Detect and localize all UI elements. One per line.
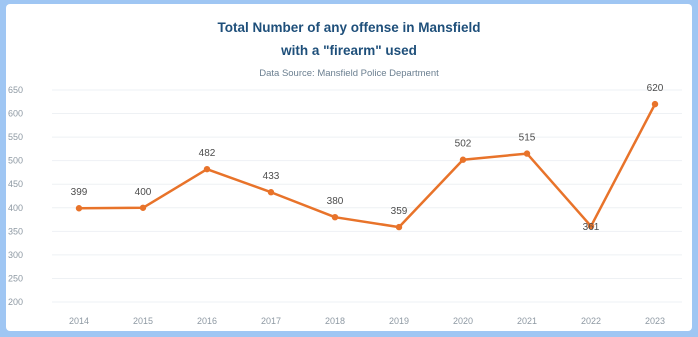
x-tick-label: 2015 <box>133 316 153 326</box>
data-label: 482 <box>199 148 216 159</box>
data-point <box>587 222 595 230</box>
data-point <box>139 204 147 211</box>
x-tick-label: 2018 <box>325 316 345 326</box>
data-point <box>523 150 531 157</box>
y-tick-label: 350 <box>8 226 23 236</box>
data-point <box>267 189 275 196</box>
data-label: 620 <box>647 83 664 94</box>
data-label: 359 <box>391 206 408 217</box>
data-label: 361 <box>583 222 600 233</box>
chart-subtitle: Data Source: Mansfield Police Department <box>259 68 439 79</box>
y-tick-label: 650 <box>8 85 23 95</box>
data-point <box>459 156 467 163</box>
data-label: 380 <box>327 196 344 207</box>
data-point <box>395 223 403 231</box>
data-point <box>331 214 339 221</box>
y-tick-label: 550 <box>8 132 23 142</box>
data-point <box>203 165 211 173</box>
y-tick-label: 200 <box>8 297 23 307</box>
y-tick-label: 250 <box>8 273 23 283</box>
x-tick-label: 2021 <box>517 316 537 326</box>
data-label: 515 <box>519 133 536 144</box>
data-label: 399 <box>71 187 88 198</box>
x-tick-label: 2016 <box>197 316 217 326</box>
y-tick-label: 600 <box>8 109 23 119</box>
y-tick-label: 400 <box>8 203 23 213</box>
x-tick-label: 2022 <box>581 316 601 326</box>
series-line <box>77 102 657 229</box>
x-tick-label: 2017 <box>261 316 281 326</box>
x-tick-label: 2023 <box>645 316 665 326</box>
x-tick-label: 2019 <box>389 316 409 326</box>
data-label: 400 <box>135 187 152 198</box>
data-point <box>75 205 83 212</box>
y-tick-label: 300 <box>8 250 23 260</box>
chart-title: Total Number of any offense in Mansfield <box>217 20 481 35</box>
x-tick-label: 2020 <box>453 316 473 326</box>
y-tick-label: 450 <box>8 179 23 189</box>
chart-title-line2: with a "firearm" used <box>281 43 417 58</box>
data-label: 433 <box>263 171 280 182</box>
data-label: 502 <box>455 139 472 150</box>
x-tick-label: 2014 <box>69 316 89 326</box>
y-tick-label: 500 <box>8 156 23 166</box>
data-point <box>651 100 659 108</box>
chart-card <box>6 4 692 331</box>
